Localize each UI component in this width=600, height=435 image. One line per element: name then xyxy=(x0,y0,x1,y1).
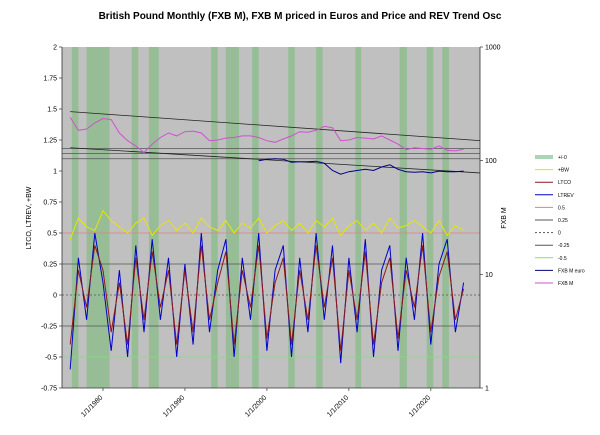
legend-label-2: LTCO xyxy=(558,180,571,186)
series-ltco xyxy=(69,245,465,351)
legend-label-4: 0.5 xyxy=(558,205,565,211)
legend-label-1: +BW xyxy=(558,168,569,174)
right-tick-label-0: 1000 xyxy=(485,45,501,52)
legend: +/-0 +BW LTCO LTREV 0.5 0.25 0 -0.25 -0.5 FXB M e… xyxy=(535,155,585,287)
left-tick-label-3: 1.25 xyxy=(43,138,57,145)
trend-line-0 xyxy=(70,111,481,142)
legend-label-10: FXB M xyxy=(558,281,573,287)
series-fxb-m-euro xyxy=(258,158,464,175)
shaded-period-9 xyxy=(355,47,362,388)
series-ltrev xyxy=(69,232,465,370)
shaded-period-10 xyxy=(399,47,408,388)
x-tick-label-2: 1/1/2000 xyxy=(244,394,268,418)
left-tick-label-8: 0 xyxy=(53,293,57,300)
legend-label-7: -0.25 xyxy=(558,243,570,249)
legend-label-6: 0 xyxy=(558,231,561,237)
left-tick-label-9: -0.25 xyxy=(41,324,57,331)
shaded-period-12 xyxy=(442,47,449,388)
y-axis-label-right: FXB M xyxy=(501,207,508,229)
shaded-period-11 xyxy=(426,47,434,388)
x-tick-label-0: 1/1/1980 xyxy=(80,394,104,418)
shaded-period-5 xyxy=(225,47,240,388)
shaded-period-7 xyxy=(288,47,295,388)
right-tick-label-1: 100 xyxy=(485,158,497,165)
shaded-period-8 xyxy=(316,47,323,388)
shaded-period-3 xyxy=(148,47,159,388)
shaded-period-2 xyxy=(131,47,139,388)
trend-line-1 xyxy=(70,147,481,174)
left-tick-label-0: 2 xyxy=(53,45,57,52)
legend-label-9: FXB M euro xyxy=(558,268,585,274)
legend-label-8: -0.5 xyxy=(558,256,567,262)
legend-label-0: +/-0 xyxy=(558,155,567,161)
left-tick-label-10: -0.5 xyxy=(45,355,57,362)
left-tick-label-7: 0.25 xyxy=(43,262,57,269)
shaded-period-6 xyxy=(252,47,259,388)
left-tick-label-2: 1.5 xyxy=(47,107,57,114)
shaded-period-0 xyxy=(71,47,79,388)
x-tick-label-3: 1/1/2010 xyxy=(326,394,350,418)
x-axis: 1/1/1980 1/1/1990 1/1/2000 1/1/2010 1/1/2020 xyxy=(62,387,480,419)
x-tick-label-1: 1/1/1990 xyxy=(162,394,186,418)
legend-label-5: 0.25 xyxy=(558,218,568,224)
left-tick-label-1: 1.75 xyxy=(43,76,57,83)
right-tick-label-2: 10 xyxy=(485,272,493,279)
chart-title: British Pound Monthly (FXB M), FXB M pri… xyxy=(99,11,502,22)
right-axis: 1000 100 10 1 xyxy=(479,45,501,393)
right-tick-label-3: 1 xyxy=(485,386,489,393)
plot-background xyxy=(62,47,480,388)
shaded-period-1 xyxy=(86,47,110,388)
left-tick-label-11: -0.75 xyxy=(41,386,57,393)
series-fxb-m xyxy=(69,117,464,154)
legend-label-3: LTREV xyxy=(558,193,574,199)
x-tick-label-4: 1/1/2020 xyxy=(408,394,432,418)
shaded-period-4 xyxy=(211,47,218,388)
y-axis-label-left: LTCO, LTREV, +BW xyxy=(26,186,33,249)
left-tick-label-6: 0.5 xyxy=(47,231,57,238)
left-tick-label-5: 0.75 xyxy=(43,200,57,207)
left-axis: 2 1.75 1.5 1.25 1 0.75 0.5 0.25 0 -0.25 -0.5 -0.75 xyxy=(41,45,63,393)
plot-area xyxy=(62,47,481,388)
series--bw xyxy=(69,209,464,240)
left-tick-label-4: 1 xyxy=(53,169,57,176)
